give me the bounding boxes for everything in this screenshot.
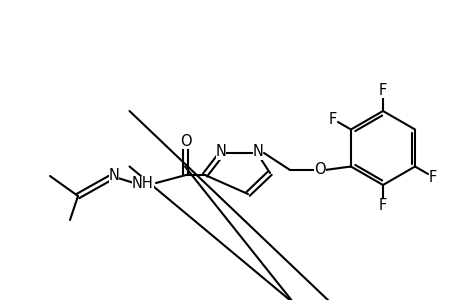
Text: O: O: [313, 163, 325, 178]
Text: N: N: [252, 145, 263, 160]
Text: F: F: [428, 169, 437, 184]
Text: F: F: [378, 199, 386, 214]
Text: N: N: [215, 145, 226, 160]
Text: N: N: [108, 169, 119, 184]
Text: O: O: [180, 134, 191, 148]
Text: NH: NH: [132, 176, 154, 190]
Text: F: F: [378, 82, 386, 98]
Text: F: F: [328, 112, 336, 127]
